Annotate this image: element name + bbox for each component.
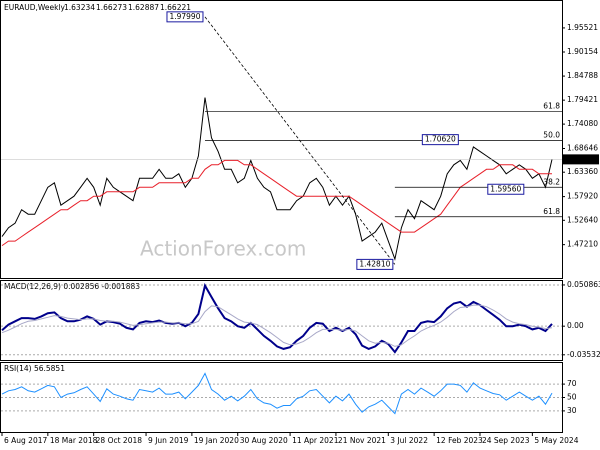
trend-line [204,16,396,265]
y-tick-label: 1.95521 [567,23,598,32]
x-tick-label: 19 Jan 2020 [194,436,239,445]
y-tick-label: 0.050863 [567,280,600,289]
price-label: 1.97990 [169,12,200,21]
series-line [1,97,553,261]
x-tick-label: 30 Aug 2020 [240,436,288,445]
fib-label: 61.8 [543,101,560,110]
y-tick-label: 50 [567,393,577,402]
y-tick-label: 1.47210 [567,240,598,249]
y-tick-label: 1.68646 [567,143,598,152]
x-tick-label: 3 Jul 2022 [390,436,428,445]
macd-panel [0,280,563,361]
x-tick-label: 6 Aug 2017 [4,436,47,445]
fib-label: 50.0 [543,131,560,140]
price-label-box [356,258,394,270]
watermark: ActionForex.com [140,237,306,261]
price-label-box [166,11,204,23]
ohlc-low: 1.62887 [128,3,159,12]
price-panel [0,0,563,279]
series-line [1,372,553,415]
x-tick-label: 24 Sep 2023 [482,436,530,445]
price-label-box [421,134,459,146]
price-label-box [487,183,525,195]
x-tick-label: 18 Mar 2018 [50,436,98,445]
x-tick-label: 5 May 2024 [534,436,578,445]
ohlc-close: 1.66221 [160,3,191,12]
x-tick-label: 12 Feb 2023 [436,436,483,445]
y-tick-label: -0.035322 [567,350,600,359]
fib-label: 61.8 [543,207,560,216]
y-tick-label: 1.63360 [567,167,598,176]
x-tick-label: 21 Nov 2021 [338,436,386,445]
y-tick-label: 1.79421 [567,95,598,104]
current-label: 1.66221 [566,154,597,163]
series-line [1,159,552,247]
chart-title: EURAUD,Weekly [4,3,66,12]
x-tick-label: 28 Oct 2018 [96,436,143,445]
y-tick-label: 70 [567,379,577,388]
price-label: 1.42810 [359,259,390,268]
macd-label: MACD(12,26,9) 0.002856 -0.001883 [4,282,140,291]
y-tick-label: 1.52640 [567,215,598,224]
current-box [563,154,599,165]
y-tick-label: 0.00 [567,321,584,330]
rsi-label: RSI(14) 56.5851 [4,364,65,373]
y-tick-label: 1.90154 [567,47,598,56]
y-tick-label: 1.84788 [567,71,598,80]
y-tick-label: 1.57920 [567,192,598,201]
series-line [1,304,553,347]
y-tick-label: 30 [567,406,577,415]
x-tick-label: 9 Jun 2019 [148,436,189,445]
x-tick-label: 11 Apr 2021 [292,436,339,445]
ohlc-high: 1.66273 [96,3,127,12]
y-tick-label: 1.74080 [567,119,598,128]
price-label: 1.70620 [425,135,456,144]
price-label: 1.59560 [490,184,521,193]
ohlc-open: 1.63234 [64,3,95,12]
fib-label: 38.2 [543,177,560,186]
